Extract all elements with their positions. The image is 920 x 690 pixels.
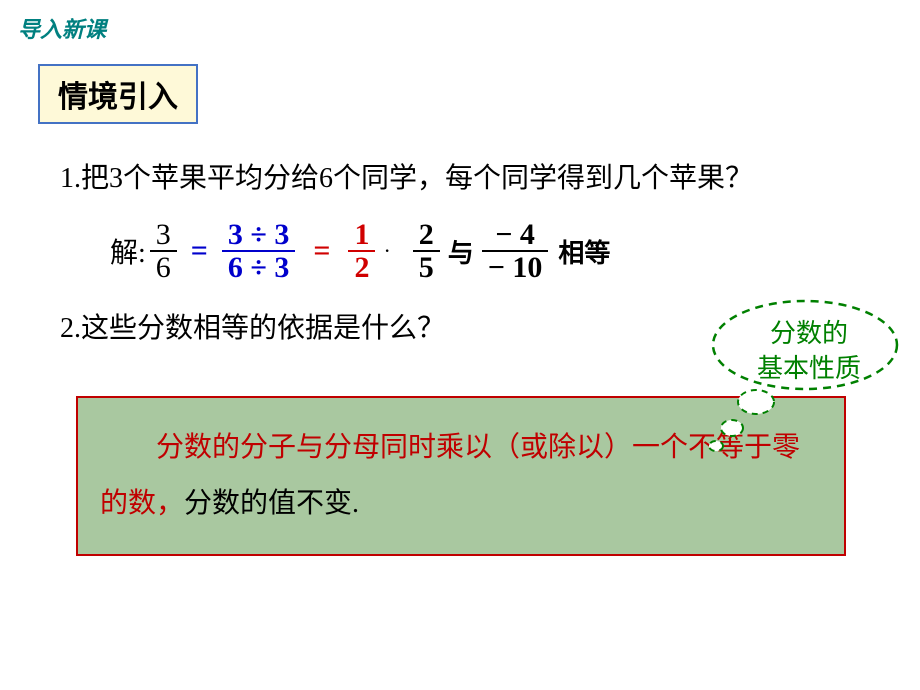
cloud-line1: 分数的: [770, 319, 848, 348]
frac2-den: 6 ÷ 3: [222, 252, 295, 284]
equation-line: 解: 3 6 = 3 ÷ 3 6 ÷ 3 = 1 2 · 2 5 与 − 4 −…: [110, 219, 920, 284]
frac4-den: 5: [413, 252, 440, 284]
frac4-num: 2: [413, 219, 440, 251]
frac5-num: − 4: [489, 219, 541, 251]
xiang-text: 相等: [558, 233, 610, 270]
rule-text-2: 分数的值不变.: [184, 488, 359, 519]
fraction-4: 2 5: [413, 219, 440, 284]
equals-2: =: [313, 234, 330, 268]
question-1: 1.把3个苹果平均分给6个同学，每个同学得到几个苹果？: [60, 150, 860, 209]
fraction-1: 3 6: [150, 219, 177, 284]
thought-cloud: 分数的 基本性质: [700, 290, 900, 440]
yu-text: 与: [448, 233, 474, 270]
frac1-den: 6: [150, 252, 177, 284]
equals-1: =: [191, 234, 208, 268]
period-dot: ·: [383, 238, 390, 264]
fraction-2: 3 ÷ 3 6 ÷ 3: [222, 219, 295, 284]
solve-label: 解:: [110, 231, 146, 271]
cloud-line2: 基本性质: [757, 354, 861, 383]
cloud-text: 分数的 基本性质: [734, 316, 884, 386]
frac3-num: 1: [348, 219, 375, 251]
fraction-5: − 4 − 10: [482, 219, 549, 284]
frac3-den: 2: [348, 252, 375, 284]
frac2-num: 3 ÷ 3: [222, 219, 295, 251]
frac5-den: − 10: [482, 252, 549, 284]
lesson-header: 导入新课: [0, 0, 920, 44]
frac1-num: 3: [150, 219, 177, 251]
section-badge: 情境引入: [38, 64, 198, 124]
fraction-3: 1 2: [348, 219, 375, 284]
